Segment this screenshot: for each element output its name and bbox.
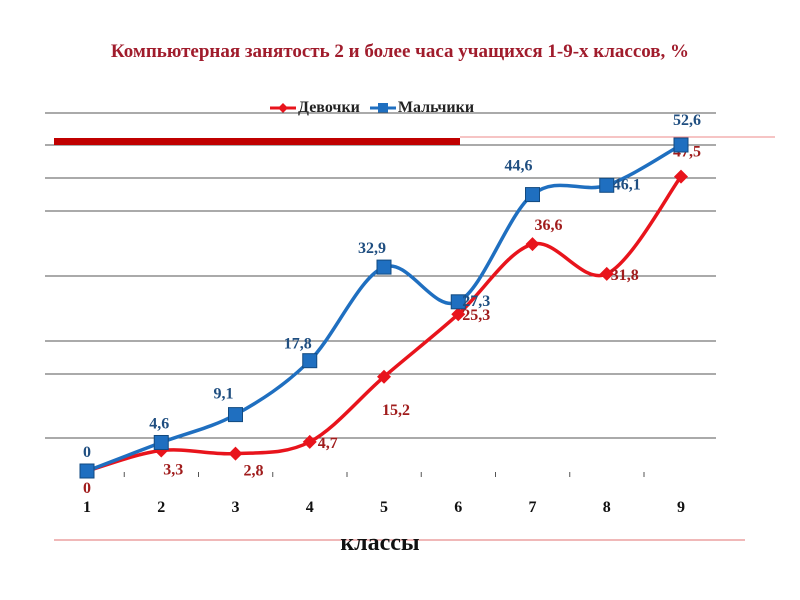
legend-item-girls: Девочки: [270, 99, 360, 117]
diamond-marker: [525, 237, 540, 252]
data-label: 9,1: [214, 386, 234, 403]
x-axis-title: классы: [340, 530, 420, 556]
data-label: 3,3: [163, 462, 183, 479]
square-marker: [79, 463, 95, 479]
data-label: 15,2: [382, 402, 410, 419]
decorative-bar: [54, 138, 460, 145]
x-tick-label: 2: [157, 499, 165, 516]
chart-title: Компьютерная занятость 2 и более часа уч…: [110, 41, 690, 62]
x-tick-label: 3: [232, 499, 240, 516]
x-tick-label: 9: [677, 499, 685, 516]
square-marker: [525, 187, 540, 203]
legend-square-icon: [369, 103, 396, 113]
legend-diamond-icon: [270, 103, 296, 113]
data-label: 36,6: [535, 217, 563, 234]
data-label: 17,8: [284, 336, 312, 353]
data-label: 46,1: [613, 176, 641, 193]
square-marker: [599, 177, 615, 193]
data-label: 4,7: [318, 435, 338, 452]
x-tick-label: 8: [603, 499, 611, 516]
series-line-girls: [86, 175, 683, 473]
diamond-marker: [302, 434, 317, 449]
legend-item-boys: Мальчики: [369, 99, 475, 117]
square-marker: [228, 407, 243, 423]
square-marker: [302, 353, 318, 369]
x-tick-label: 7: [529, 499, 537, 516]
diamond-marker: [674, 169, 688, 184]
legend-label-girls: Девочки: [298, 99, 360, 116]
data-label: 25,3: [462, 307, 490, 324]
square-marker: [450, 294, 466, 310]
data-label: 52,6: [673, 112, 701, 129]
data-label: 0: [83, 480, 91, 497]
square-marker: [376, 259, 392, 275]
legend: Девочки Мальчики: [270, 99, 474, 117]
x-tick-label: 4: [306, 499, 314, 516]
series-line-boys: [86, 143, 682, 473]
diamond-marker: [228, 446, 243, 461]
x-tick-label: 1: [83, 499, 91, 516]
square-marker: [673, 137, 689, 153]
data-label: 32,9: [358, 240, 386, 257]
data-label: 44,6: [505, 158, 533, 175]
data-label: 27,3: [462, 293, 490, 310]
diamond-marker: [451, 307, 466, 322]
data-label: 0: [83, 444, 91, 461]
x-tick-label: 5: [380, 499, 388, 516]
data-label: 2,8: [244, 463, 264, 480]
legend-label-boys: Мальчики: [397, 99, 475, 116]
diamond-marker: [377, 369, 391, 384]
x-tick-label: 6: [454, 499, 462, 516]
square-marker: [153, 434, 169, 450]
data-label: 4,6: [149, 415, 169, 432]
diamond-marker: [599, 266, 614, 281]
data-label: 31,8: [611, 267, 639, 284]
